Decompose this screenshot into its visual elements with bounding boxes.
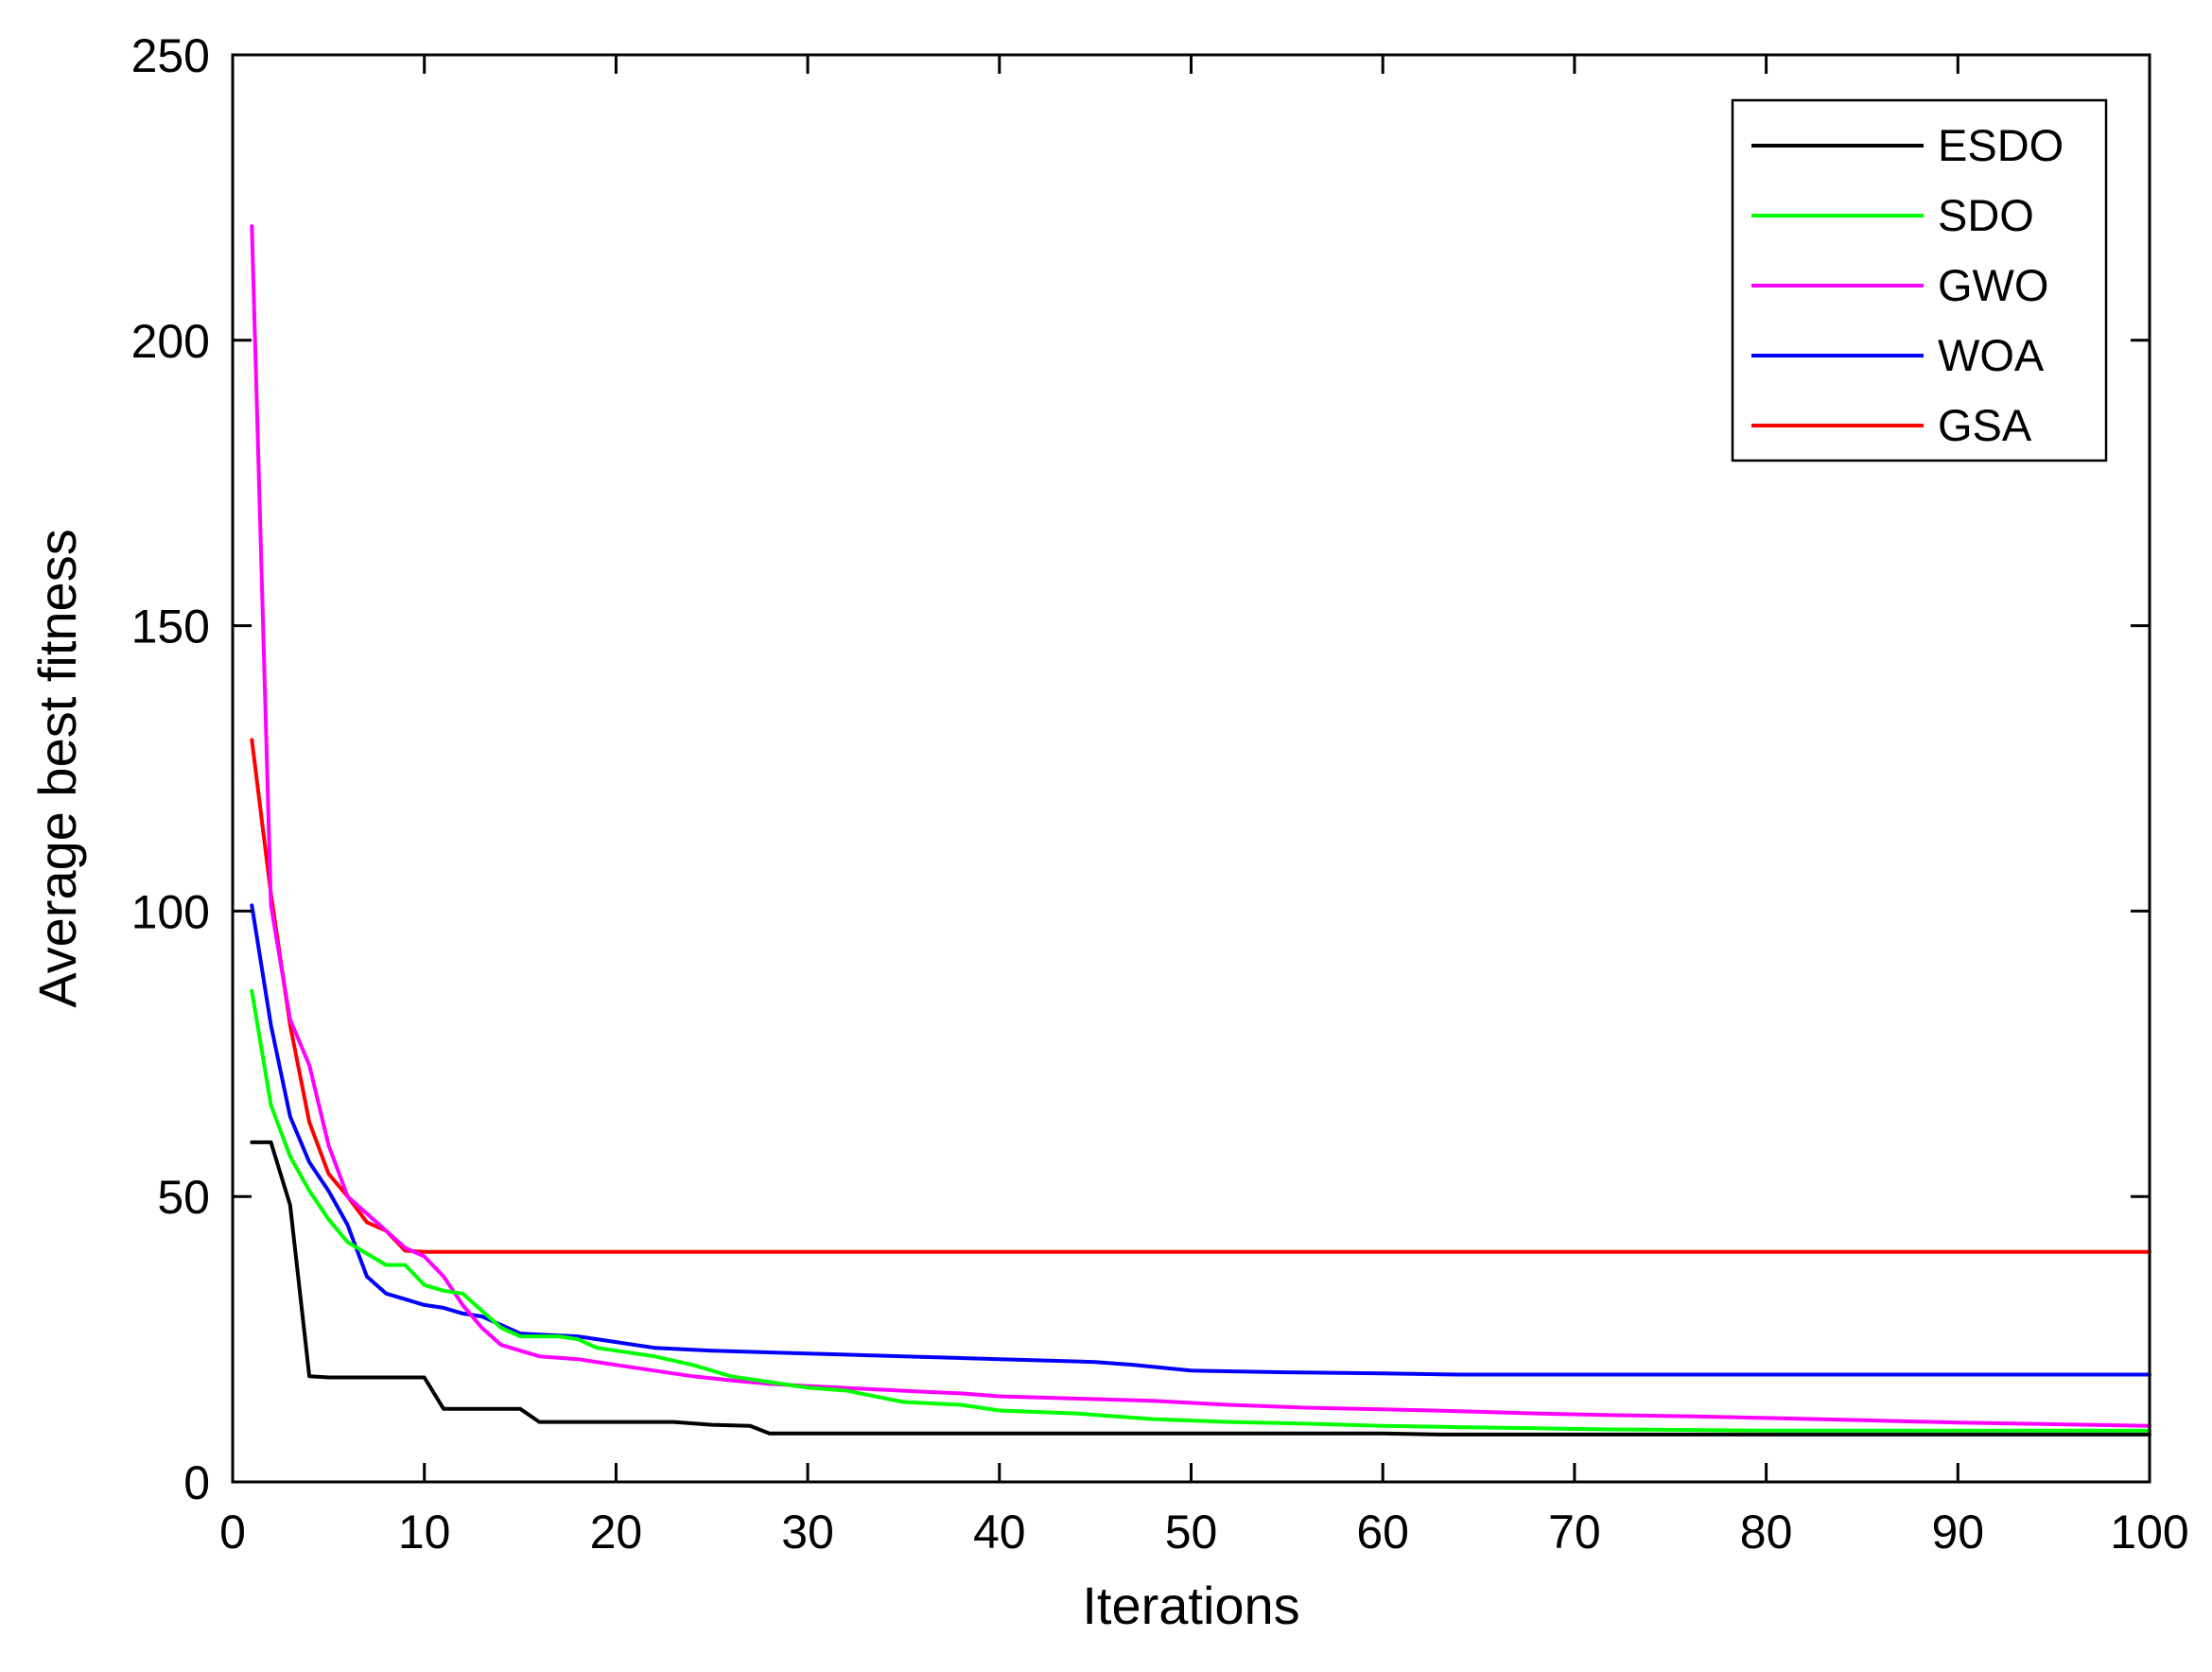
x-tick-label: 50 xyxy=(1165,1506,1218,1559)
x-tick-label: 60 xyxy=(1356,1506,1409,1559)
legend-label-esdo: ESDO xyxy=(1938,120,2064,170)
y-tick-label: 0 xyxy=(183,1456,210,1509)
x-tick-label: 20 xyxy=(590,1506,643,1559)
x-tick-label: 100 xyxy=(2110,1506,2188,1559)
y-tick-label: 250 xyxy=(131,29,210,82)
x-tick-label: 30 xyxy=(781,1506,834,1559)
series-layer xyxy=(250,224,2151,1437)
x-tick-label: 80 xyxy=(1740,1506,1793,1559)
legend-label-gsa: GSA xyxy=(1938,400,2032,450)
x-tick-label: 90 xyxy=(1931,1506,1984,1559)
legend-label-woa: WOA xyxy=(1938,330,2045,380)
y-tick-label: 100 xyxy=(131,885,210,938)
y-tick-label: 50 xyxy=(157,1171,210,1224)
series-line-sdo xyxy=(250,988,2151,1433)
series-line-gwo xyxy=(250,224,2151,1428)
series-line-esdo xyxy=(250,1140,2151,1437)
y-tick-label: 200 xyxy=(131,315,210,368)
legend-label-sdo: SDO xyxy=(1938,190,2034,240)
legend: ESDO SDO GWO WOA GSA xyxy=(1731,98,2108,462)
x-axis-title: Iterations xyxy=(1082,1576,1299,1635)
axis-ticks: 0 10 20 30 40 50 60 70 80 90 100 0 50 100 150 200 250 xyxy=(131,29,2189,1559)
y-tick-label: 150 xyxy=(131,601,210,653)
x-tick-label: 70 xyxy=(1548,1506,1601,1559)
x-tick-label: 10 xyxy=(398,1506,451,1559)
x-tick-label: 40 xyxy=(973,1506,1026,1559)
legend-box xyxy=(1731,98,2108,462)
y-axis-title: Average best fitness xyxy=(27,529,87,1007)
series-line-woa xyxy=(250,903,2151,1377)
x-tick-label: 0 xyxy=(219,1506,246,1559)
legend-label-gwo: GWO xyxy=(1938,260,2048,310)
